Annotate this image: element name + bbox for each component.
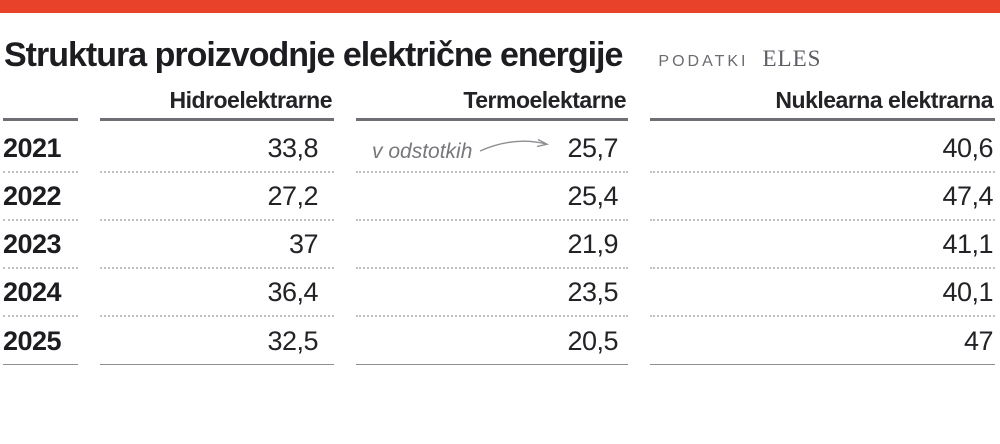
year-cell: 2023: [3, 221, 78, 269]
value-cell: 41,1: [650, 221, 995, 269]
value-cell: 40,6: [650, 121, 995, 173]
value-cell: 37: [100, 221, 334, 269]
source-label: PODATKI: [658, 53, 749, 70]
table-row: 2024 36,4 23,5 40,1: [3, 269, 995, 317]
value-cell: 47: [650, 317, 995, 365]
year-cell: 2021: [3, 121, 78, 173]
year-cell: 2022: [3, 173, 78, 221]
table-row: 2021 33,8 v odstotkih 25,7 40,6: [3, 121, 995, 173]
value-cell: 33,8: [100, 121, 334, 173]
value-cell: 27,2: [100, 173, 334, 221]
value-cell: 23,5: [356, 269, 628, 317]
data-table: Hidroelektrarne Termoelektarne Nuklearna…: [3, 75, 995, 365]
source-name: ELES: [762, 46, 822, 71]
table-row: 2022 27,2 25,4 47,4: [3, 173, 995, 221]
value-cell: 36,4: [100, 269, 334, 317]
value-cell: 21,9: [356, 221, 628, 269]
year-cell: 2024: [3, 269, 78, 317]
column-header-hidro: Hidroelektrarne: [100, 75, 334, 121]
year-cell: 2025: [3, 317, 78, 365]
value-text: 25,7: [567, 133, 618, 163]
unit-note: v odstotkih: [372, 140, 473, 163]
masthead: Struktura proizvodnje električne energij…: [4, 36, 996, 75]
value-cell: 40,1: [650, 269, 995, 317]
page-title: Struktura proizvodnje električne energij…: [4, 36, 623, 74]
value-cell: 32,5: [100, 317, 334, 365]
curved-arrow-icon: [480, 138, 550, 152]
table-row: 2025 32,5 20,5 47: [3, 317, 995, 365]
year-column-header: [3, 75, 78, 121]
value-cell: 25,4: [356, 173, 628, 221]
table-header-row: Hidroelektrarne Termoelektarne Nuklearna…: [3, 75, 995, 121]
value-cell: 20,5: [356, 317, 628, 365]
value-cell-annotated: v odstotkih 25,7: [356, 121, 628, 173]
table-row: 2023 37 21,9 41,1: [3, 221, 995, 269]
value-cell: 47,4: [650, 173, 995, 221]
column-header-termo: Termoelektarne: [356, 75, 628, 121]
accent-bar: [0, 0, 1000, 13]
column-header-nuklearna: Nuklearna elektrarna: [650, 75, 995, 121]
